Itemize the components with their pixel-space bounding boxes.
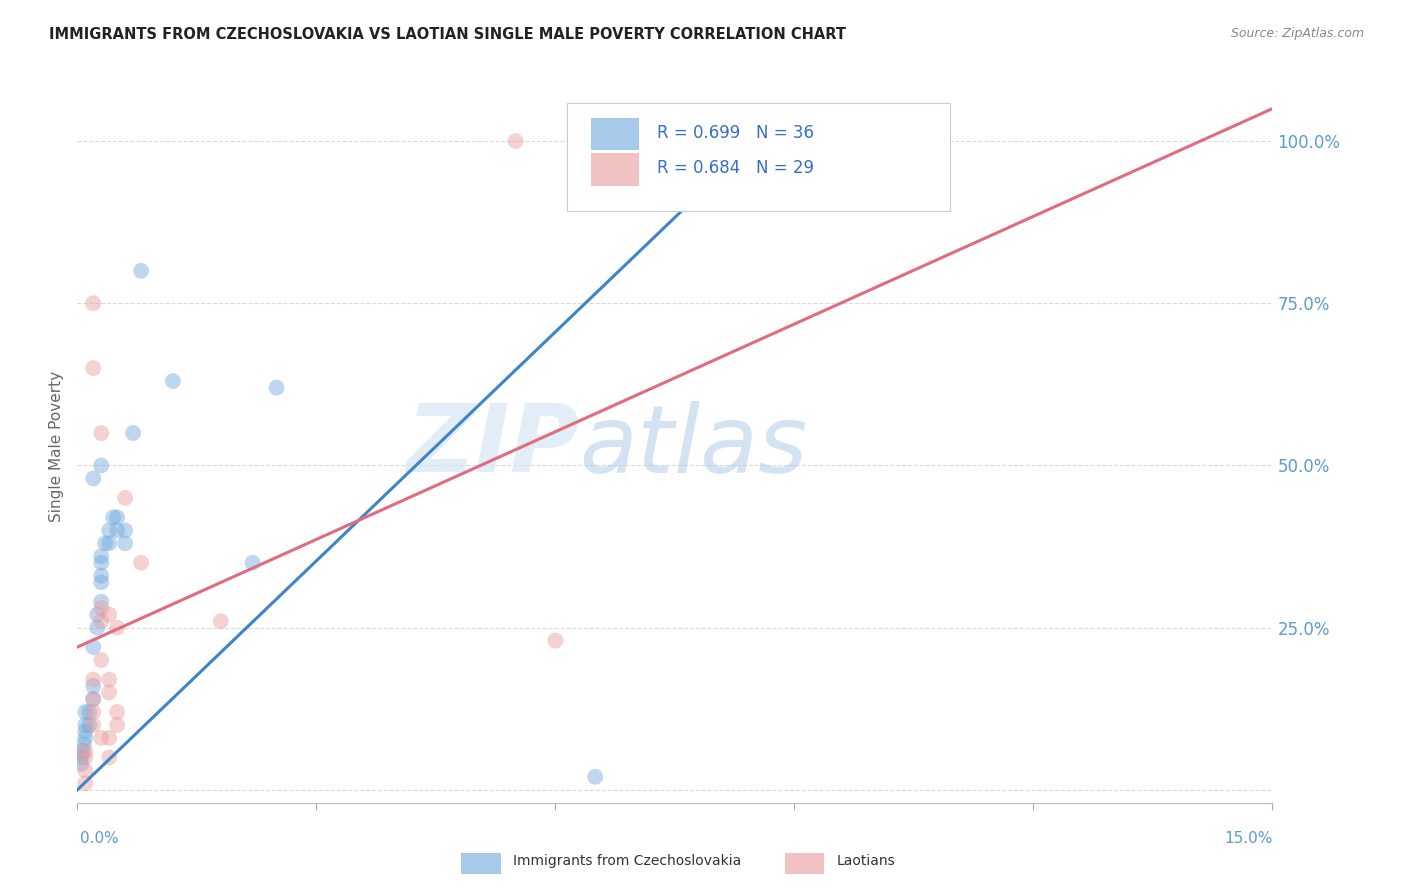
FancyBboxPatch shape — [568, 103, 950, 211]
Point — [75, 764, 97, 778]
Point — [82, 705, 104, 719]
Text: IMMIGRANTS FROM CZECHOSLOVAKIA VS LAOTIAN SINGLE MALE POVERTY CORRELATION CHART: IMMIGRANTS FROM CZECHOSLOVAKIA VS LAOTIA… — [49, 27, 846, 42]
Point — [544, 633, 567, 648]
Point — [75, 705, 97, 719]
Point — [86, 621, 108, 635]
Point — [90, 458, 112, 473]
Point — [105, 621, 128, 635]
Point — [75, 718, 97, 732]
Point — [90, 731, 112, 745]
Point — [73, 738, 96, 752]
Point — [103, 510, 124, 524]
Point — [75, 750, 97, 764]
Point — [70, 750, 93, 764]
Point — [90, 425, 112, 440]
Point — [98, 750, 121, 764]
Point — [86, 607, 108, 622]
Point — [90, 601, 112, 615]
Text: R = 0.684   N = 29: R = 0.684 N = 29 — [657, 160, 814, 178]
Point — [75, 744, 97, 758]
Text: atlas: atlas — [579, 401, 807, 491]
Point — [72, 744, 94, 758]
Point — [90, 568, 112, 582]
FancyBboxPatch shape — [592, 153, 640, 186]
Point — [266, 381, 288, 395]
Point — [105, 705, 128, 719]
Point — [98, 607, 121, 622]
Point — [98, 673, 121, 687]
Point — [162, 374, 184, 388]
Point — [105, 510, 128, 524]
Text: Laotians: Laotians — [837, 854, 896, 868]
Point — [82, 679, 104, 693]
Text: 15.0%: 15.0% — [1225, 831, 1272, 846]
Point — [90, 614, 112, 628]
Point — [209, 614, 232, 628]
Text: Immigrants from Czechoslovakia: Immigrants from Czechoslovakia — [513, 854, 741, 868]
Text: R = 0.699   N = 36: R = 0.699 N = 36 — [657, 124, 814, 142]
Point — [79, 718, 101, 732]
Point — [82, 471, 104, 485]
Point — [129, 556, 152, 570]
Point — [94, 536, 117, 550]
Point — [70, 756, 93, 771]
Point — [90, 595, 112, 609]
Point — [90, 556, 112, 570]
Point — [98, 731, 121, 745]
Text: ZIP: ZIP — [406, 400, 579, 492]
Point — [75, 724, 97, 739]
Point — [114, 491, 136, 505]
Point — [90, 653, 112, 667]
Point — [129, 264, 152, 278]
Point — [114, 524, 136, 538]
Point — [82, 673, 104, 687]
Point — [82, 692, 104, 706]
Y-axis label: Single Male Poverty: Single Male Poverty — [49, 370, 65, 522]
Point — [242, 556, 264, 570]
Point — [122, 425, 145, 440]
FancyBboxPatch shape — [592, 118, 640, 150]
Point — [105, 524, 128, 538]
Point — [82, 296, 104, 310]
Point — [82, 640, 104, 654]
Point — [98, 524, 121, 538]
Point — [82, 718, 104, 732]
Point — [90, 575, 112, 590]
Point — [105, 718, 128, 732]
Point — [75, 731, 97, 745]
Point — [82, 692, 104, 706]
Point — [75, 776, 97, 790]
Point — [505, 134, 527, 148]
Point — [703, 134, 725, 148]
Point — [98, 685, 121, 699]
Point — [98, 536, 121, 550]
Point — [79, 705, 101, 719]
Point — [583, 770, 606, 784]
Text: 0.0%: 0.0% — [80, 831, 120, 846]
Point — [82, 361, 104, 376]
Text: Source: ZipAtlas.com: Source: ZipAtlas.com — [1230, 27, 1364, 40]
Point — [90, 549, 112, 564]
Point — [114, 536, 136, 550]
